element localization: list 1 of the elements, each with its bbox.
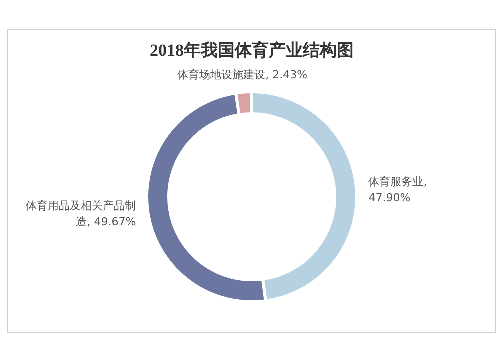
chart-title: 2018年我国体育产业结构图 [150, 40, 354, 60]
